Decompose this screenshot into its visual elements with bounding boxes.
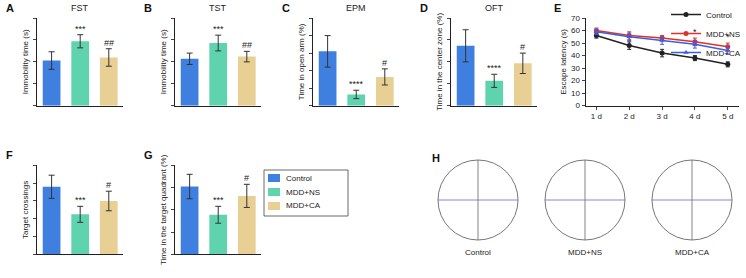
svg-text:MDD+NS: MDD+NS bbox=[706, 30, 740, 39]
svg-text:Target crossings: Target crossings bbox=[21, 181, 30, 239]
svg-text:Time in open arm (%): Time in open arm (%) bbox=[297, 23, 306, 100]
svg-text:Time in the target quadrant (%: Time in the target quadrant (%) bbox=[159, 154, 168, 265]
svg-text:Control: Control bbox=[286, 174, 312, 183]
svg-text:B: B bbox=[144, 2, 152, 14]
svg-text:OFT: OFT bbox=[485, 3, 503, 13]
svg-text:Control: Control bbox=[706, 11, 732, 20]
svg-text:30: 30 bbox=[571, 64, 580, 73]
svg-text:#: # bbox=[382, 58, 387, 68]
svg-text:****: **** bbox=[487, 63, 502, 73]
svg-text:20: 20 bbox=[571, 76, 580, 85]
svg-text:E: E bbox=[554, 2, 561, 14]
svg-text:Time in the center zone (%): Time in the center zone (%) bbox=[435, 13, 444, 111]
svg-text:0: 0 bbox=[576, 101, 581, 110]
svg-text:*: * bbox=[693, 27, 697, 37]
svg-text:70: 70 bbox=[571, 14, 580, 23]
svg-text:MDD+CA: MDD+CA bbox=[675, 248, 710, 257]
svg-text:***: *** bbox=[213, 195, 224, 205]
svg-text:FST: FST bbox=[71, 3, 89, 13]
svg-text:MDD+CA: MDD+CA bbox=[286, 201, 321, 210]
svg-text:Control: Control bbox=[465, 248, 491, 257]
svg-text:##: ## bbox=[242, 40, 252, 50]
svg-text:Escape latency (s): Escape latency (s) bbox=[559, 29, 568, 95]
svg-text:##: ## bbox=[104, 38, 114, 48]
svg-text:*: * bbox=[726, 32, 730, 42]
svg-text:***: *** bbox=[213, 24, 224, 34]
svg-text:MDD+CA: MDD+CA bbox=[706, 49, 741, 58]
svg-text:D: D bbox=[420, 2, 428, 14]
svg-text:4 d: 4 d bbox=[689, 112, 700, 121]
svg-text:10: 10 bbox=[571, 89, 580, 98]
svg-text:MDD+NS: MDD+NS bbox=[568, 248, 602, 257]
svg-text:1 d: 1 d bbox=[591, 112, 602, 121]
svg-text:F: F bbox=[6, 149, 13, 161]
svg-text:C: C bbox=[282, 2, 290, 14]
svg-text:#: # bbox=[520, 42, 525, 52]
svg-text:***: *** bbox=[75, 24, 86, 34]
svg-text:Immobility time (s): Immobility time (s) bbox=[21, 29, 30, 94]
svg-text:A: A bbox=[6, 2, 14, 14]
svg-text:EPM: EPM bbox=[346, 3, 366, 13]
svg-text:2 d: 2 d bbox=[624, 112, 635, 121]
svg-text:60: 60 bbox=[571, 26, 580, 35]
svg-text:***: *** bbox=[75, 195, 86, 205]
svg-text:G: G bbox=[144, 149, 153, 161]
svg-text:#: # bbox=[244, 173, 249, 183]
svg-text:50: 50 bbox=[571, 39, 580, 48]
svg-text:40: 40 bbox=[571, 51, 580, 60]
svg-text:Immobility time (s): Immobility time (s) bbox=[159, 29, 168, 94]
svg-text:****: **** bbox=[349, 79, 364, 89]
svg-text:TST: TST bbox=[209, 3, 227, 13]
svg-text:5 d: 5 d bbox=[722, 112, 733, 121]
svg-text:3 d: 3 d bbox=[657, 112, 668, 121]
svg-text:MDD+NS: MDD+NS bbox=[286, 188, 320, 197]
svg-text:H: H bbox=[432, 152, 440, 164]
svg-text:#: # bbox=[106, 180, 111, 190]
